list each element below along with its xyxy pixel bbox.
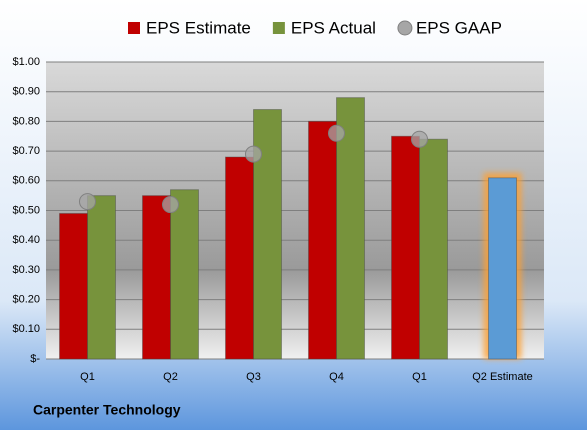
x-tick-label: Q1: [412, 371, 427, 383]
bar: [87, 195, 116, 360]
legend-label: EPS Actual: [291, 18, 376, 37]
gaap-point: [328, 124, 345, 142]
y-tick-label: $-: [30, 353, 40, 365]
legend-label: EPS Estimate: [146, 18, 251, 37]
bar: [225, 156, 254, 360]
y-tick-label: $0.20: [12, 294, 40, 306]
x-tick-label: Q3: [246, 371, 261, 383]
bar: [419, 138, 448, 360]
x-tick-label: Q2 Estimate: [472, 371, 533, 383]
y-tick-label: $0.70: [12, 145, 40, 157]
y-tick-label: $0.60: [12, 175, 40, 187]
y-tick-label: $0.80: [12, 115, 40, 127]
x-tick-label: Q4: [329, 371, 344, 383]
y-tick-label: $0.10: [12, 323, 40, 335]
y-tick-label: $0.40: [12, 234, 40, 246]
legend-label: EPS GAAP: [416, 18, 502, 37]
legend-marker: [128, 22, 140, 34]
y-tick-label: $0.50: [12, 204, 40, 216]
gaap-point: [162, 196, 179, 214]
legend-marker: [272, 22, 285, 34]
gaap-point: [411, 130, 428, 148]
legend-marker: [397, 20, 413, 36]
y-tick-label: $1.00: [12, 56, 40, 68]
y-tick-label: $0.90: [12, 86, 40, 98]
bar: [142, 195, 171, 360]
company-name: Carpenter Technology: [33, 402, 181, 418]
bar: [391, 135, 420, 360]
y-tick-label: $0.30: [12, 264, 40, 276]
bar: [336, 97, 365, 360]
bar: [308, 120, 337, 360]
bar: [59, 212, 88, 360]
x-tick-label: Q1: [80, 371, 95, 383]
bar: [170, 189, 199, 360]
gaap-point: [79, 193, 96, 211]
x-tick-label: Q2: [163, 371, 178, 383]
gaap-point: [245, 145, 262, 163]
bar: [488, 177, 517, 360]
